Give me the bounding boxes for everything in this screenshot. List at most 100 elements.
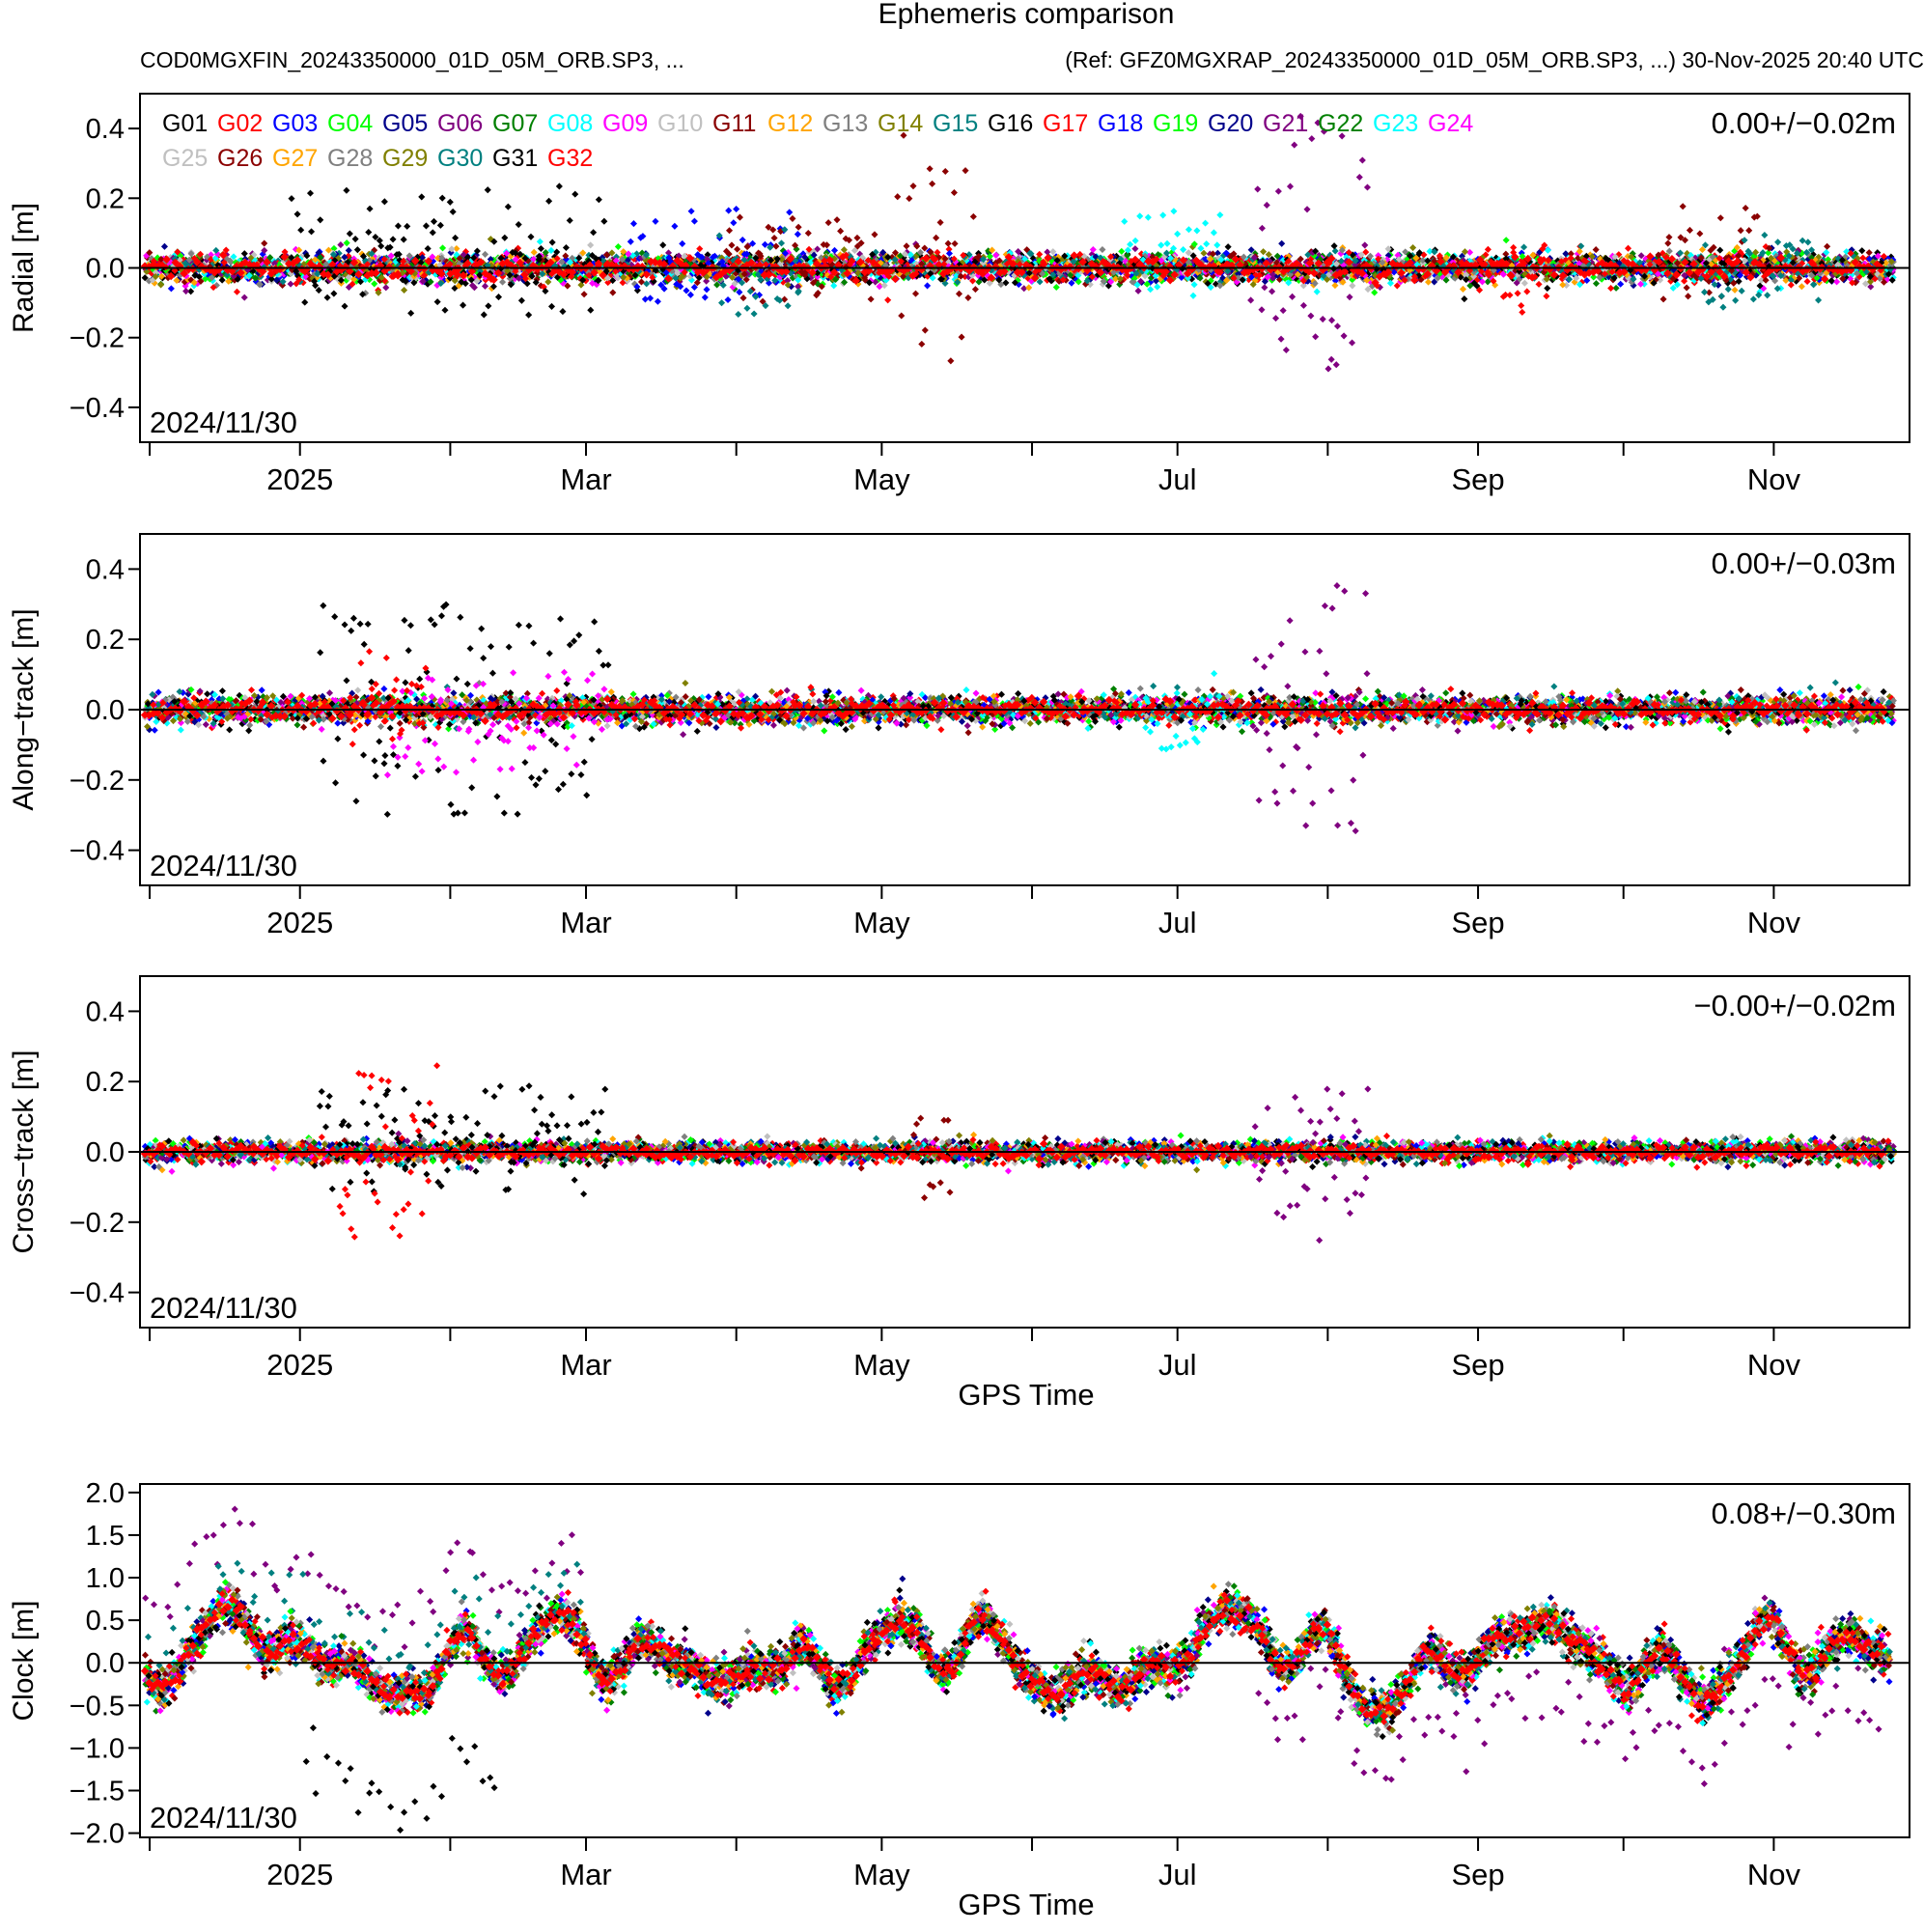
data-point	[553, 255, 561, 263]
data-point	[261, 239, 268, 247]
data-point	[1371, 289, 1379, 296]
data-point	[270, 260, 278, 267]
data-point	[371, 280, 378, 288]
data-point	[1099, 245, 1106, 254]
data-point	[1683, 284, 1690, 292]
data-point	[921, 244, 929, 252]
data-point	[418, 254, 427, 262]
data-point	[1544, 246, 1551, 254]
data-point	[252, 274, 260, 282]
data-point	[884, 296, 892, 304]
data-point	[945, 245, 953, 253]
data-point	[830, 282, 838, 290]
figure-subtitle-right: (Ref: GFZ0MGXRAP_20243350000_01D_05M_ORB…	[1065, 47, 1924, 72]
data-point	[317, 254, 324, 262]
data-point	[612, 253, 621, 261]
data-point	[690, 283, 698, 292]
data-point	[1833, 278, 1841, 286]
data-point	[1025, 284, 1033, 292]
data-point	[157, 272, 165, 280]
data-point	[337, 241, 345, 249]
data-point	[795, 283, 802, 291]
data-point	[1461, 295, 1468, 303]
data-point	[742, 276, 750, 284]
data-point	[272, 276, 281, 284]
data-point	[879, 248, 887, 256]
data-point	[427, 278, 434, 286]
data-point	[382, 284, 390, 292]
data-point	[1607, 284, 1615, 293]
data-point	[1520, 279, 1528, 287]
data-point	[208, 255, 215, 263]
data-point	[356, 278, 365, 286]
data-point	[841, 278, 849, 286]
data-point	[587, 241, 595, 249]
data-point	[643, 280, 651, 288]
data-point	[954, 278, 962, 286]
data-point	[713, 281, 721, 289]
data-point	[1592, 246, 1600, 254]
figure-title: Ephemeris comparison	[878, 0, 1175, 30]
data-point	[1349, 282, 1356, 290]
data-point	[187, 250, 195, 258]
data-point	[604, 279, 612, 287]
data-point	[341, 253, 349, 261]
data-point	[499, 278, 507, 286]
data-point	[564, 282, 572, 290]
data-point	[945, 249, 954, 258]
data-point	[992, 251, 1000, 259]
data-point	[343, 239, 350, 247]
data-point	[1425, 278, 1433, 286]
data-point	[1313, 288, 1321, 295]
data-point	[1386, 279, 1394, 287]
data-point	[624, 256, 631, 264]
figure-subtitle-left: COD0MGXFIN_20243350000_01D_05M_ORB.SP3, …	[140, 47, 684, 72]
data-point	[1716, 246, 1724, 254]
data-point	[261, 246, 268, 254]
data-point	[969, 277, 977, 285]
data-point	[924, 282, 932, 290]
data-point	[1131, 245, 1139, 253]
data-point	[703, 277, 711, 285]
data-point	[401, 286, 408, 294]
data-point	[704, 251, 711, 259]
data-point	[544, 278, 552, 286]
data-point	[405, 252, 413, 260]
data-point	[865, 279, 874, 287]
data-point	[941, 279, 949, 288]
data-point	[536, 238, 544, 245]
data-point	[481, 282, 489, 290]
data-point	[547, 246, 555, 254]
data-point	[840, 246, 848, 254]
data-point	[1731, 286, 1739, 294]
data-point	[240, 294, 248, 301]
data-point	[614, 242, 622, 251]
data-point	[906, 251, 914, 259]
data-point	[202, 275, 209, 283]
data-point	[810, 251, 818, 259]
data-point	[795, 276, 802, 284]
data-point	[1278, 239, 1286, 247]
data-point	[975, 278, 983, 286]
data-point	[230, 253, 237, 261]
data-point	[222, 246, 230, 254]
data-point	[1052, 283, 1060, 292]
data-point	[287, 280, 294, 288]
data-point	[880, 282, 888, 290]
data-point	[227, 259, 235, 266]
data-point	[1520, 243, 1528, 251]
data-point	[324, 246, 332, 254]
data-point	[439, 244, 447, 252]
data-point	[487, 255, 494, 264]
data-point	[1118, 247, 1126, 255]
data-point	[567, 259, 574, 266]
data-point	[981, 276, 989, 284]
data-point	[609, 289, 617, 296]
data-point	[419, 277, 427, 285]
data-point	[468, 282, 476, 290]
data-point	[160, 242, 169, 250]
data-point	[167, 285, 175, 293]
data-point	[240, 250, 248, 258]
data-point	[182, 288, 190, 295]
